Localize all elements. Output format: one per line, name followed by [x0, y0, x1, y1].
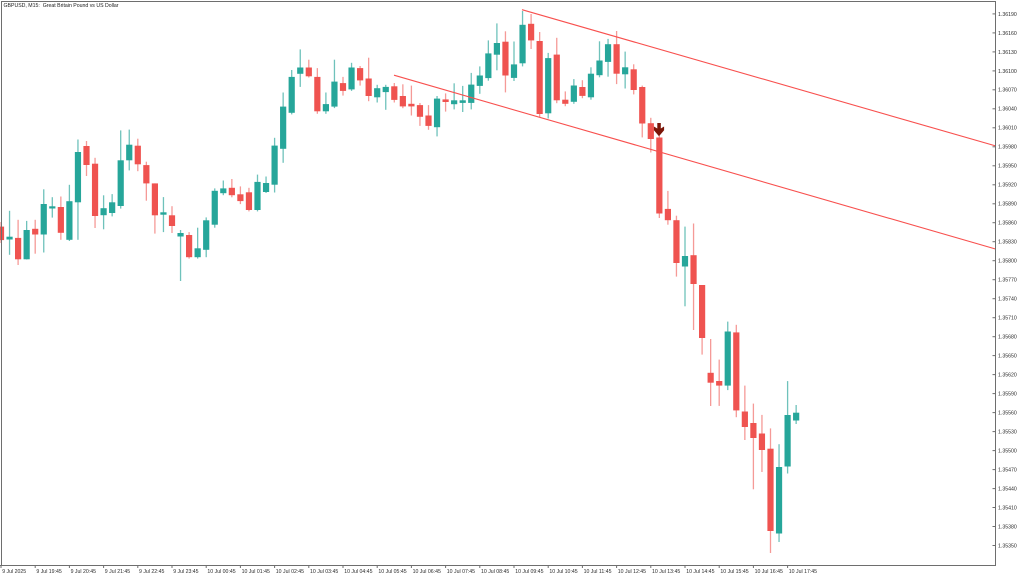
svg-text:1.35770: 1.35770	[998, 278, 1017, 284]
svg-text:1.35620: 1.35620	[998, 373, 1017, 379]
svg-text:1.35530: 1.35530	[998, 430, 1017, 436]
svg-text:1.36100: 1.36100	[998, 69, 1017, 75]
svg-text:10 Jul 02:45: 10 Jul 02:45	[276, 569, 304, 575]
svg-text:1.35980: 1.35980	[998, 145, 1017, 151]
svg-text:10 Jul 11:45: 10 Jul 11:45	[584, 569, 612, 575]
svg-text:9 Jul 20:45: 9 Jul 20:45	[71, 569, 96, 575]
svg-text:1.35380: 1.35380	[998, 524, 1017, 530]
svg-text:1.35950: 1.35950	[998, 164, 1017, 170]
svg-text:1.35650: 1.35650	[998, 354, 1017, 360]
svg-text:1.35710: 1.35710	[998, 316, 1017, 322]
svg-text:9 Jul 23:45: 9 Jul 23:45	[173, 569, 198, 575]
svg-text:10 Jul 14:45: 10 Jul 14:45	[686, 569, 714, 575]
svg-text:10 Jul 05:45: 10 Jul 05:45	[378, 569, 406, 575]
svg-text:9 Jul 19:45: 9 Jul 19:45	[36, 569, 61, 575]
svg-text:10 Jul 01:45: 10 Jul 01:45	[242, 569, 270, 575]
svg-text:10 Jul 15:45: 10 Jul 15:45	[720, 569, 748, 575]
svg-text:1.35740: 1.35740	[998, 297, 1017, 303]
svg-text:10 Jul 04:45: 10 Jul 04:45	[344, 569, 372, 575]
svg-text:10 Jul 06:45: 10 Jul 06:45	[413, 569, 441, 575]
svg-text:1.35500: 1.35500	[998, 449, 1017, 455]
svg-text:10 Jul 12:45: 10 Jul 12:45	[618, 569, 646, 575]
svg-text:1.36160: 1.36160	[998, 31, 1017, 37]
svg-text:9 Jul 2025: 9 Jul 2025	[2, 569, 26, 575]
svg-text:1.35560: 1.35560	[998, 411, 1017, 417]
svg-text:9 Jul 21:45: 9 Jul 21:45	[105, 569, 130, 575]
svg-text:1.36040: 1.36040	[998, 107, 1017, 113]
svg-text:10 Jul 16:45: 10 Jul 16:45	[755, 569, 783, 575]
svg-text:1.35680: 1.35680	[998, 335, 1017, 341]
svg-text:10 Jul 10:45: 10 Jul 10:45	[549, 569, 577, 575]
svg-text:10 Jul 17:45: 10 Jul 17:45	[789, 569, 817, 575]
svg-text:1.36070: 1.36070	[998, 88, 1017, 94]
svg-text:1.36010: 1.36010	[998, 126, 1017, 132]
svg-text:1.35830: 1.35830	[998, 240, 1017, 246]
svg-text:10 Jul 13:45: 10 Jul 13:45	[652, 569, 680, 575]
svg-text:1.35590: 1.35590	[998, 392, 1017, 398]
svg-text:10 Jul 07:45: 10 Jul 07:45	[447, 569, 475, 575]
svg-text:1.35800: 1.35800	[998, 259, 1017, 265]
svg-text:10 Jul 08:45: 10 Jul 08:45	[481, 569, 509, 575]
svg-text:1.36130: 1.36130	[998, 50, 1017, 56]
svg-text:10 Jul 09:45: 10 Jul 09:45	[515, 569, 543, 575]
svg-text:1.35890: 1.35890	[998, 202, 1017, 208]
svg-text:10 Jul 03:45: 10 Jul 03:45	[310, 569, 338, 575]
svg-text:10 Jul 00:45: 10 Jul 00:45	[207, 569, 235, 575]
svg-text:1.35440: 1.35440	[998, 486, 1017, 492]
svg-text:1.35860: 1.35860	[998, 221, 1017, 227]
svg-text:GBPUSD, M15: Great Britain Po: GBPUSD, M15: Great Britain Pound vs US D…	[4, 3, 119, 9]
svg-text:1.35350: 1.35350	[998, 543, 1017, 549]
svg-text:1.35470: 1.35470	[998, 468, 1017, 474]
svg-text:1.36190: 1.36190	[998, 12, 1017, 18]
svg-text:1.35920: 1.35920	[998, 183, 1017, 189]
svg-text:9 Jul 22:45: 9 Jul 22:45	[139, 569, 164, 575]
svg-text:1.35410: 1.35410	[998, 505, 1017, 511]
